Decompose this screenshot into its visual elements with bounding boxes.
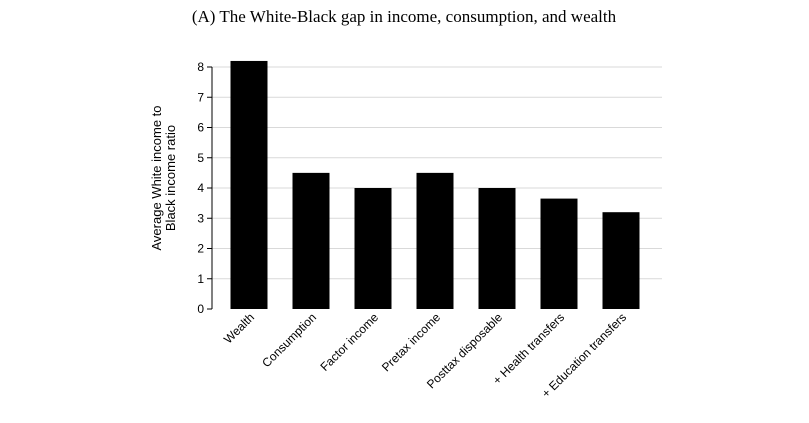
chart-title: (A) The White-Black gap in income, consu… bbox=[192, 7, 617, 26]
y-tick-label-1: 1 bbox=[197, 272, 204, 286]
y-tick-label-0: 0 bbox=[197, 302, 204, 316]
bar-health-transfers bbox=[540, 198, 578, 309]
y-tick-label-6: 6 bbox=[197, 121, 204, 135]
bar-consumption bbox=[292, 172, 330, 309]
x-tick-label-wealth: Wealth bbox=[221, 310, 257, 346]
y-tick-label-2: 2 bbox=[197, 242, 204, 256]
x-tick-label-factor-income: Factor income bbox=[317, 310, 381, 374]
bar-factor-income bbox=[354, 188, 392, 309]
bars bbox=[230, 60, 640, 310]
y-tick-label-5: 5 bbox=[197, 151, 204, 165]
bar-pretax-income bbox=[416, 172, 454, 309]
y-axis-label: Average White income to Black income rat… bbox=[149, 106, 178, 251]
y-axis-label-line-2: Black income ratio bbox=[163, 125, 178, 231]
y-tick-label-7: 7 bbox=[197, 90, 204, 104]
y-tick-label-3: 3 bbox=[197, 211, 204, 225]
x-tick-label-pretax-income: Pretax income bbox=[379, 310, 443, 374]
bar-posttax-disposable bbox=[478, 188, 516, 309]
y-tick-label-4: 4 bbox=[197, 181, 204, 195]
y-tick-label-8: 8 bbox=[197, 60, 204, 74]
bar-education-transfers bbox=[602, 212, 640, 309]
y-axis: 0 1 2 3 4 5 6 7 8 bbox=[197, 60, 213, 316]
y-axis-label-line-1: Average White income to bbox=[149, 106, 164, 251]
x-tick-label-consumption: Consumption bbox=[259, 310, 319, 370]
bar-wealth bbox=[230, 60, 268, 310]
